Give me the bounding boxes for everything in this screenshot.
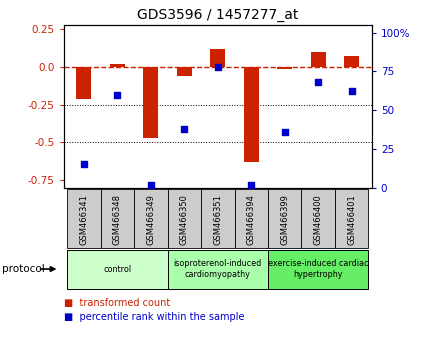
Bar [67, 250, 168, 289]
Bar [134, 189, 168, 248]
Text: GSM466399: GSM466399 [280, 194, 289, 245]
Point [315, 79, 322, 85]
Title: GDS3596 / 1457277_at: GDS3596 / 1457277_at [137, 8, 298, 22]
Text: ■  percentile rank within the sample: ■ percentile rank within the sample [64, 312, 244, 322]
Bar [168, 189, 201, 248]
Bar [201, 189, 235, 248]
Text: ■  transformed count: ■ transformed count [64, 298, 170, 308]
Text: GSM466349: GSM466349 [147, 194, 155, 245]
Point [181, 126, 188, 132]
Point [114, 92, 121, 97]
Bar [177, 67, 192, 76]
Bar [268, 189, 301, 248]
Bar [335, 189, 368, 248]
Point [147, 182, 154, 187]
Bar [244, 67, 259, 162]
Point [281, 129, 288, 135]
Bar [277, 67, 292, 69]
Bar [101, 189, 134, 248]
Bar [311, 52, 326, 67]
Bar [268, 250, 368, 289]
Bar [168, 250, 268, 289]
Text: GSM466351: GSM466351 [213, 194, 222, 245]
Text: isoproterenol-induced
cardiomyopathy: isoproterenol-induced cardiomyopathy [174, 259, 262, 279]
Bar [210, 49, 225, 67]
Point [214, 64, 221, 69]
Point [248, 182, 255, 187]
Text: protocol: protocol [2, 264, 45, 274]
Bar [301, 189, 335, 248]
Bar [235, 189, 268, 248]
Text: GSM466348: GSM466348 [113, 194, 122, 245]
Point [348, 88, 355, 94]
Text: GSM466394: GSM466394 [247, 194, 256, 245]
Text: exercise-induced cardiac
hypertrophy: exercise-induced cardiac hypertrophy [268, 259, 368, 279]
Text: control: control [103, 264, 132, 274]
Point [81, 161, 88, 167]
Text: GSM466341: GSM466341 [79, 194, 88, 245]
Text: GSM466401: GSM466401 [347, 194, 356, 245]
Bar [67, 189, 101, 248]
Bar [110, 64, 125, 67]
Text: GSM466350: GSM466350 [180, 194, 189, 245]
Bar [77, 67, 92, 99]
Bar [143, 67, 158, 138]
Bar [344, 56, 359, 67]
Text: GSM466400: GSM466400 [314, 194, 323, 245]
